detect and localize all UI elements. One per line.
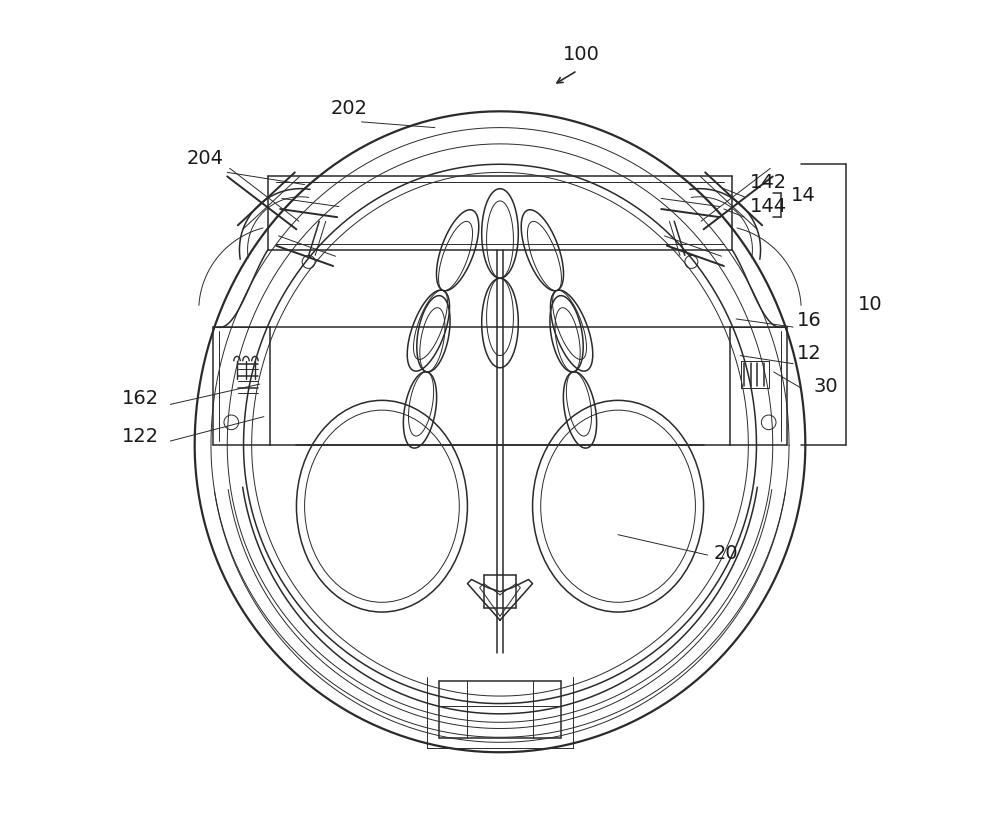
Text: 14: 14 xyxy=(791,185,815,205)
Text: 16: 16 xyxy=(797,311,822,330)
Text: 162: 162 xyxy=(122,389,159,408)
Text: 122: 122 xyxy=(122,427,159,447)
Text: 10: 10 xyxy=(858,295,883,314)
Text: 202: 202 xyxy=(331,100,368,118)
Text: 20: 20 xyxy=(714,544,739,563)
Text: 144: 144 xyxy=(750,197,787,216)
Text: 100: 100 xyxy=(563,45,600,64)
Text: 30: 30 xyxy=(813,377,838,396)
Text: 142: 142 xyxy=(750,172,787,192)
Text: 204: 204 xyxy=(187,149,224,168)
Text: 12: 12 xyxy=(797,344,822,363)
